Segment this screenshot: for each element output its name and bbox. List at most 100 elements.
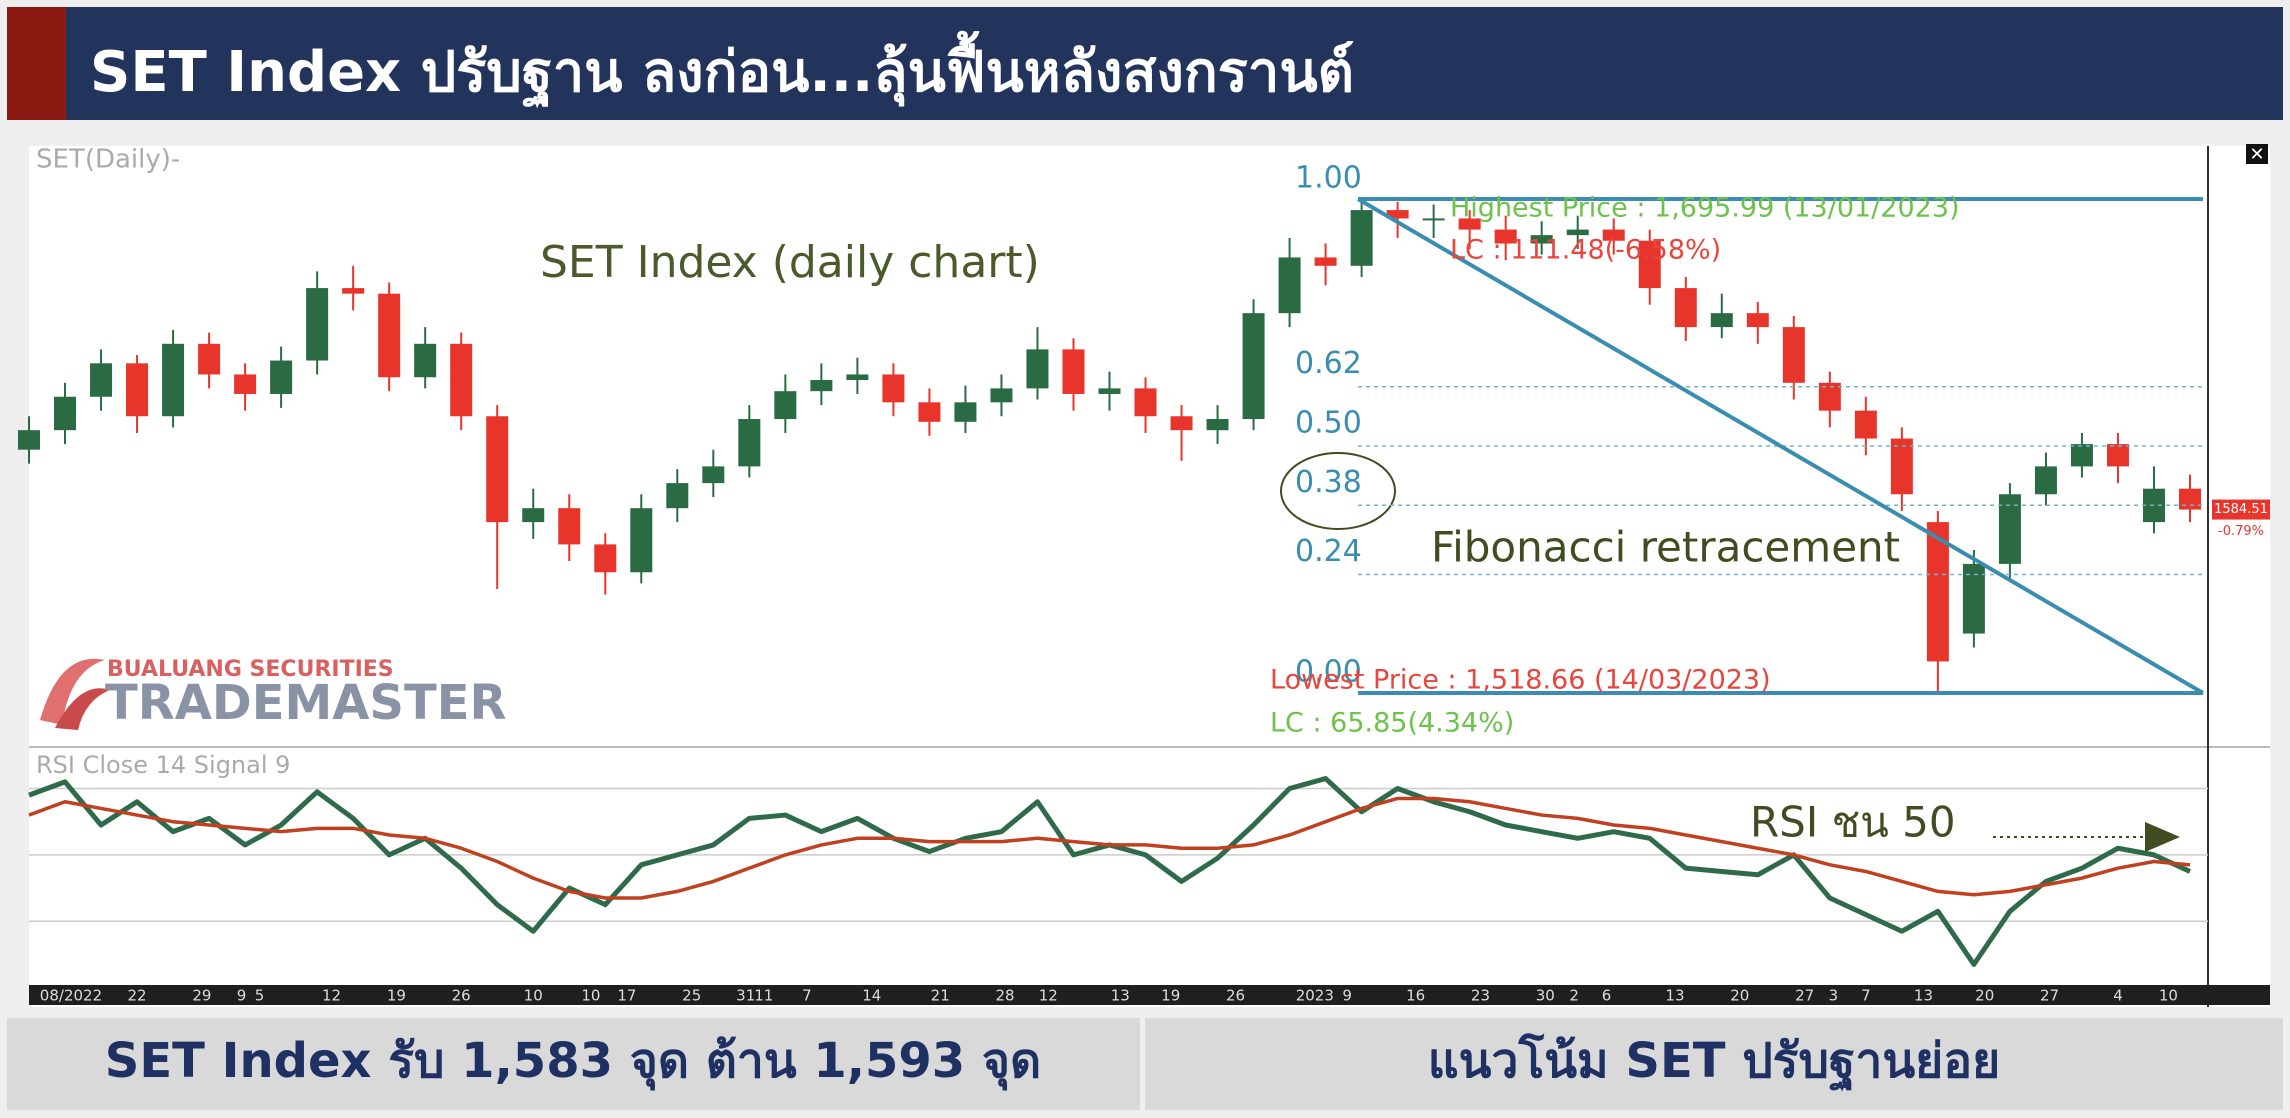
highlight-circle [1280, 452, 1396, 530]
candle-body [1134, 388, 1157, 417]
x-tick-label: 26 [452, 987, 471, 1005]
candle-body [486, 416, 509, 523]
rsi-line [28, 796, 2191, 900]
x-tick-label: 20 [1730, 987, 1749, 1005]
chart-annotation: SET Index (daily chart) [540, 237, 1040, 288]
x-tick-label: 27 [2040, 987, 2059, 1005]
x-tick-label: 9 [237, 987, 247, 1005]
candle-body [594, 544, 617, 573]
candle-body [54, 396, 77, 431]
x-tick-label: 25 [682, 987, 701, 1005]
candle-body [1350, 210, 1373, 266]
candle-body [1026, 349, 1049, 389]
candle-body [2034, 466, 2057, 495]
x-tick-label: 21 [931, 987, 950, 1005]
candle-body [2179, 488, 2201, 510]
candle-body [234, 374, 257, 394]
candle-body [1206, 419, 1229, 431]
x-tick-label: 11 [754, 987, 773, 1005]
x-tick-label: 19 [1161, 987, 1180, 1005]
x-tick-label: 10 [524, 987, 543, 1005]
x-tick-label: 10 [2159, 987, 2178, 1005]
arrow-head [2145, 822, 2180, 852]
candle-body [126, 363, 149, 417]
close-icon[interactable]: ✕ [2249, 144, 2264, 165]
x-tick-label: 19 [387, 987, 406, 1005]
candle-body [882, 374, 905, 403]
candle-body [810, 380, 833, 392]
candle-body [1818, 382, 1841, 411]
candle-body [1530, 235, 1553, 244]
candle-body [1746, 313, 1769, 328]
x-tick-label: 2 [1569, 987, 1579, 1005]
x-tick-label: 12 [1039, 987, 1058, 1005]
price-panel-title: SET(Daily)- [36, 145, 180, 175]
candle-body [1314, 257, 1337, 266]
price-tag [2212, 499, 2270, 520]
candle-body [1494, 229, 1517, 244]
candle-body [1998, 494, 2021, 564]
candle-body [2106, 444, 2129, 467]
candle-body [1674, 288, 1697, 328]
candle-body [450, 343, 473, 417]
highest-label: Highest Price : 1,695.99 (13/01/2023) [1450, 193, 1960, 224]
logo-company: BUALUANG SECURITIES [107, 657, 394, 682]
fib-annotation: Fibonacci retracement [1431, 523, 1900, 572]
x-tick-label: 31 [736, 987, 755, 1005]
candle-body [1926, 522, 1949, 662]
candle-body [990, 388, 1013, 403]
x-tick-label: 20 [1975, 987, 1994, 1005]
close-button[interactable] [2246, 144, 2268, 164]
x-tick-label: 17 [617, 987, 636, 1005]
candle-body [630, 508, 653, 573]
x-tick-label: 2023 [1296, 987, 1334, 1005]
candle-body [1854, 410, 1877, 439]
x-tick-label: 23 [1471, 987, 1490, 1005]
candle-body [1170, 416, 1193, 431]
candle-body [1422, 218, 1445, 221]
candle-body [1602, 229, 1625, 241]
x-tick-label: 7 [802, 987, 812, 1005]
highest-lc: LC : 111.48(-6.58%) [1450, 235, 1721, 266]
header-accent [7, 7, 66, 120]
candle-body [738, 419, 761, 467]
footer-box [1145, 1018, 2283, 1110]
footer-left: SET Index รับ 1,583 จุด ต้าน 1,593 จุด [105, 1033, 1041, 1091]
footer-right: แนวโน้ม SET ปรับฐานย่อย [1428, 1032, 2001, 1092]
x-tick-label: 13 [1914, 987, 1933, 1005]
x-tick-label: 27 [1795, 987, 1814, 1005]
x-tick-label: 4 [2113, 987, 2123, 1005]
candle-body [1962, 563, 1985, 634]
x-tick-label: 26 [1226, 987, 1245, 1005]
x-tick-label: 5 [255, 987, 265, 1005]
candle-body [378, 293, 401, 378]
fib-label: 0.50 [1295, 405, 1362, 440]
fib-label: 0.62 [1295, 346, 1362, 381]
logo: BUALUANG SECURITIES TRADEMASTER [40, 657, 506, 731]
x-tick-label: 16 [1406, 987, 1425, 1005]
price-tag-label: 1584.51 [2214, 502, 2268, 517]
lowest-lc: LC : 65.85(4.34%) [1270, 708, 1514, 739]
x-tick-label: 10 [581, 987, 600, 1005]
x-tick-label: 14 [862, 987, 881, 1005]
candle-body [1062, 349, 1085, 394]
candle-body [162, 343, 185, 417]
candle-body [270, 360, 293, 394]
x-tick-label: 7 [1861, 987, 1871, 1005]
trend-line [1356, 197, 2205, 695]
candle-body [198, 343, 221, 375]
candle-body [306, 288, 329, 361]
logo-product: TRADEMASTER [105, 675, 506, 731]
x-tick-label: 9 [1342, 987, 1352, 1005]
candle-body [1098, 388, 1121, 394]
candle-body [522, 508, 545, 523]
fib-label: 0.24 [1295, 534, 1362, 569]
candle-body [1638, 240, 1661, 289]
x-axis-bar [29, 985, 2270, 1005]
candle-body [90, 363, 113, 397]
candle-body [558, 508, 581, 545]
candle-body [2070, 444, 2093, 467]
logo-swoosh [40, 658, 105, 725]
footer-box [7, 1018, 1140, 1110]
